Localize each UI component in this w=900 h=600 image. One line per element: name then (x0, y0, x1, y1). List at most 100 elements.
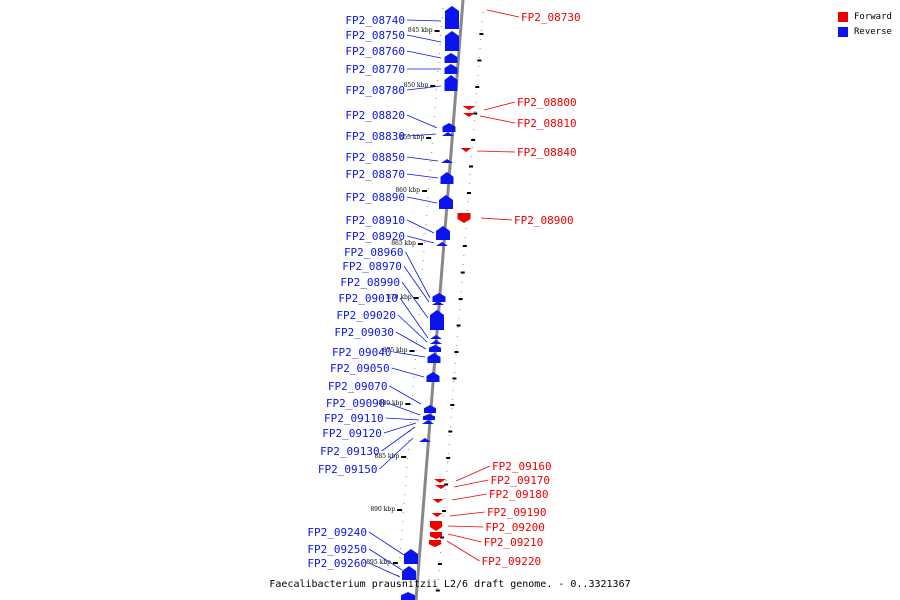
reverse-gene-feature (429, 345, 441, 352)
reverse-gene-feature (423, 414, 435, 420)
kbp-tick-label: 890 kbp (370, 506, 395, 513)
track-dot (442, 525, 444, 526)
gene-label-reverse: FP2_08770 (345, 63, 405, 76)
reverse-gene-feature (439, 195, 453, 209)
kbp-tick-mark (409, 350, 415, 352)
track-dot (465, 228, 467, 229)
reverse-gene-feature (445, 31, 459, 51)
gene-labels: FP2_08740 FP2_08750 FP2_08760 FP2_08770 FP2_… (307, 11, 580, 570)
reverse-gene-feature (441, 159, 453, 163)
track-dot (450, 417, 452, 418)
track-dot (456, 345, 458, 346)
reverse-leader-line (406, 50, 442, 59)
track-dot (480, 39, 482, 40)
track-dot (449, 426, 451, 427)
track-dot (431, 152, 433, 153)
forward-gene-feature (432, 499, 444, 503)
gene-label-forward: FP2_09200 (485, 521, 545, 534)
track-dot (464, 237, 466, 238)
forward-leader-line (455, 465, 491, 482)
track-dot (435, 98, 437, 99)
gene-label-forward: FP2_09220 (482, 555, 542, 568)
legend-item-reverse: Reverse (838, 24, 892, 39)
track-dot (415, 350, 417, 351)
track-dot (442, 8, 444, 9)
track-dot (438, 62, 440, 63)
track-dot (407, 449, 409, 450)
legend: Forward Reverse (838, 9, 892, 39)
track-dot (402, 521, 404, 522)
gene-label-reverse: FP2_08850 (345, 151, 405, 164)
reverse-gene-feature (430, 340, 442, 344)
track-dot (410, 413, 412, 414)
track-dot (479, 48, 481, 49)
minor-tick-mark (466, 192, 471, 194)
gene-label-reverse: FP2_09010 (338, 292, 398, 305)
gene-label-reverse: FP2_09040 (332, 346, 392, 359)
track-dot (428, 188, 430, 189)
track-dot (421, 269, 423, 270)
reverse-leader-line (391, 367, 425, 378)
forward-leader-line (447, 533, 482, 543)
track-dot (428, 179, 430, 180)
minor-tick-mark (446, 457, 451, 459)
track-dot (471, 147, 473, 148)
reverse-gene-feature (442, 123, 456, 132)
track-dot (413, 377, 415, 378)
track-dot (475, 102, 477, 103)
track-dot (433, 116, 435, 117)
track-dot (405, 476, 407, 477)
minor-tick-mark (477, 59, 482, 62)
track-dot (466, 210, 468, 211)
reverse-leader-line (406, 196, 438, 204)
minor-tick-mark (458, 298, 463, 300)
gene-label-forward: FP2_09190 (487, 506, 547, 519)
track-dot (443, 507, 445, 508)
gene-label-reverse: FP2_08890 (345, 191, 405, 204)
minor-tick-mark (450, 404, 455, 406)
track-dot (437, 579, 439, 580)
reverse-gene-feature (444, 75, 458, 91)
forward-leader-line (446, 540, 480, 562)
gene-label-reverse: FP2_08990 (340, 276, 400, 289)
track-dot (425, 224, 427, 225)
kbp-tick-label: 860 kbp (395, 187, 420, 194)
track-dot (461, 282, 463, 283)
leader-lines (368, 9, 520, 578)
gene-label-reverse: FP2_09020 (336, 309, 396, 322)
reverse-leader-line (397, 314, 428, 343)
track-dot (404, 494, 406, 495)
kbp-tick-label: 855 kbp (400, 134, 425, 141)
reverse-leader-line (401, 281, 429, 319)
track-dot (439, 561, 441, 562)
track-dot (476, 84, 478, 85)
reverse-leader-line (381, 426, 416, 452)
reverse-leader-line (406, 219, 435, 234)
minor-tick-mark (439, 536, 444, 539)
reverse-leader-line (406, 173, 439, 179)
track-dot (418, 314, 420, 315)
track-dot (459, 300, 461, 301)
track-dot (458, 318, 460, 319)
track-dot (481, 21, 483, 22)
track-dot (438, 570, 440, 571)
gene-label-reverse: FP2_09260 (307, 557, 367, 570)
track-dot (407, 458, 409, 459)
kbp-tick-label: 845 kbp (408, 27, 433, 34)
track-dot (423, 251, 425, 252)
forward-gene-feature (457, 213, 471, 223)
track-dot (405, 485, 407, 486)
gene-label-forward: FP2_09170 (490, 474, 550, 487)
track-dot (402, 512, 404, 513)
gene-label-forward: FP2_09180 (489, 488, 549, 501)
track-dot (398, 566, 400, 567)
gene-label-reverse: FP2_09130 (320, 445, 380, 458)
track-dot (455, 354, 457, 355)
reverse-leader-line (395, 331, 427, 350)
track-dot (440, 552, 442, 553)
track-dot (447, 453, 449, 454)
gene-label-reverse: FP2_09050 (330, 362, 390, 375)
gene-label-reverse: FP2_09030 (334, 326, 394, 339)
kbp-tick-mark (413, 297, 419, 299)
